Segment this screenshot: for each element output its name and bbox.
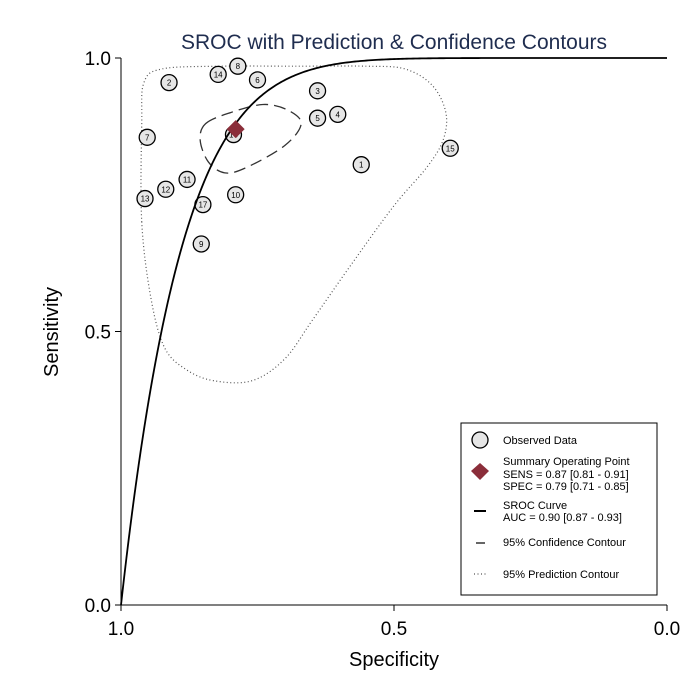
observed-point-label: 13 bbox=[141, 195, 150, 204]
x-axis-label: Specificity bbox=[349, 649, 439, 671]
x-tick-label: 0.0 bbox=[654, 619, 680, 640]
observed-point bbox=[157, 180, 175, 198]
y-tick-label: 0.0 bbox=[85, 596, 111, 617]
plot-area: 1234567891011121314151617 bbox=[120, 57, 667, 606]
observed-point bbox=[227, 186, 245, 204]
legend-sroc-title: SROC Curve bbox=[503, 500, 567, 512]
legend-prediction-label: 95% Prediction Contour bbox=[503, 569, 620, 581]
axis-ticks: 1.0 0.5 0.0 0.0 0.5 1.0 bbox=[85, 49, 681, 640]
observed-point bbox=[209, 65, 227, 84]
observed-point bbox=[192, 235, 210, 253]
sroc-curve bbox=[120, 57, 667, 606]
observed-point bbox=[248, 71, 267, 89]
observed-point-label: 14 bbox=[214, 70, 223, 79]
observed-point-label: 5 bbox=[315, 114, 320, 123]
observed-point-label: 6 bbox=[255, 76, 260, 85]
observed-point bbox=[329, 105, 347, 123]
observed-point-label: 1 bbox=[359, 161, 364, 170]
observed-point bbox=[441, 139, 459, 157]
observed-point-label: 12 bbox=[161, 185, 170, 194]
legend-confidence-label: 95% Confidence Contour bbox=[503, 537, 626, 549]
observed-point bbox=[308, 82, 327, 100]
legend-summary-sens: SENS = 0.87 [0.81 - 0.91] bbox=[503, 469, 629, 481]
observed-point-label: 11 bbox=[183, 175, 192, 184]
observed-point-label: 2 bbox=[167, 79, 172, 88]
observed-point-label: 15 bbox=[446, 144, 455, 153]
legend-summary-spec: SPEC = 0.79 [0.71 - 0.85] bbox=[503, 481, 629, 493]
y-axis-label: Sensitivity bbox=[41, 287, 63, 377]
legend: Observed Data Summary Operating Point SE… bbox=[460, 422, 658, 596]
observed-point-label: 8 bbox=[236, 62, 241, 71]
x-tick-label: 0.5 bbox=[381, 619, 407, 640]
observed-point bbox=[138, 128, 156, 146]
x-tick-label: 1.0 bbox=[108, 619, 134, 640]
chart-title: SROC with Prediction & Confidence Contou… bbox=[181, 31, 607, 54]
legend-summary-title: Summary Operating Point bbox=[503, 456, 630, 468]
legend-box bbox=[460, 422, 658, 596]
legend-observed-label: Observed Data bbox=[503, 435, 578, 447]
prediction-contour bbox=[140, 65, 448, 384]
observed-point-label: 7 bbox=[145, 133, 150, 142]
legend-sroc-auc: AUC = 0.90 [0.87 - 0.93] bbox=[503, 512, 622, 524]
observed-point-label: 3 bbox=[315, 87, 320, 96]
observed-point bbox=[308, 109, 327, 127]
observed-point-label: 17 bbox=[198, 201, 207, 210]
observed-point bbox=[160, 73, 178, 92]
y-tick-label: 0.5 bbox=[85, 323, 111, 344]
observed-point bbox=[178, 170, 196, 189]
legend-observed-marker bbox=[471, 431, 489, 449]
observed-point bbox=[352, 156, 370, 174]
summary-operating-point bbox=[226, 120, 245, 139]
confidence-contour bbox=[199, 103, 302, 174]
observed-point-label: 10 bbox=[231, 191, 240, 200]
observed-point-label: 4 bbox=[336, 110, 341, 119]
observed-point-label: 9 bbox=[199, 240, 204, 249]
observed-point bbox=[229, 57, 247, 75]
y-tick-label: 1.0 bbox=[85, 49, 111, 70]
observed-point bbox=[136, 189, 154, 208]
legend-summary-marker bbox=[471, 463, 489, 480]
